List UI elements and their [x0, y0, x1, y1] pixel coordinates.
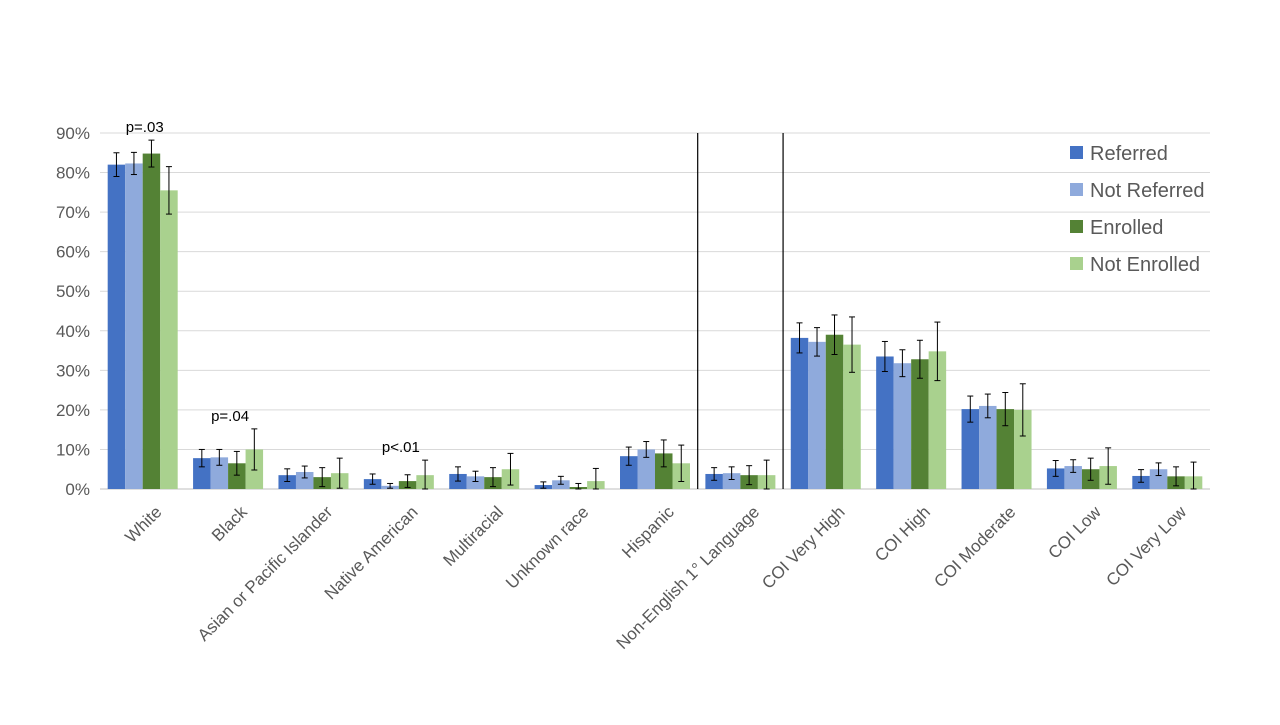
bar-referred-coi-low: [1046, 468, 1065, 489]
bar-referred-coi-very-high: [790, 337, 809, 489]
y-tick-label: 30%: [56, 361, 90, 380]
y-tick-label: 90%: [56, 124, 90, 143]
bar-not-referred-asian-or-pacific-islander: [295, 471, 314, 489]
legend-label-referred: Referred: [1090, 143, 1168, 165]
legend-swatch-enrolled: [1070, 220, 1083, 233]
x-category-label: Multiracial: [440, 502, 508, 570]
p-value-annotation: p=.04: [211, 408, 249, 425]
bar-enrolled-white: [142, 153, 161, 489]
bar-not-enrolled-white: [160, 190, 178, 489]
y-tick-label: 50%: [56, 282, 90, 301]
legend-label-not-referred: Not Referred: [1090, 180, 1205, 202]
x-category-label: Hispanic: [618, 502, 678, 562]
p-value-annotation: p<.01: [382, 439, 420, 456]
bar-enrolled-coi-moderate: [996, 409, 1015, 489]
bar-not-enrolled-coi-very-high: [843, 344, 861, 489]
x-category-label: COI Low: [1045, 502, 1106, 563]
legend-swatch-not-referred: [1070, 183, 1083, 196]
y-tick-label: 60%: [56, 243, 90, 262]
bar-not-referred-coi-low: [1064, 466, 1082, 489]
bar-not-referred-coi-very-low: [1149, 469, 1168, 489]
x-category-label: COI Very High: [758, 502, 848, 592]
x-category-label: Unknown race: [502, 502, 592, 592]
x-category-label: COI Very Low: [1103, 502, 1191, 590]
bar-referred-coi-moderate: [961, 409, 980, 489]
bar-referred-hispanic: [620, 456, 638, 489]
bar-enrolled-hispanic: [655, 453, 673, 489]
bar-referred-coi-high: [876, 356, 894, 489]
bar-not-referred-coi-moderate: [979, 405, 997, 489]
x-category-label: COI Moderate: [930, 502, 1019, 591]
y-tick-label: 10%: [56, 440, 90, 459]
bar-not-referred-black: [210, 457, 229, 489]
legend-swatch-not-enrolled: [1070, 257, 1083, 270]
y-tick-label: 20%: [56, 401, 90, 420]
bar-referred-asian-or-pacific-islander: [278, 475, 296, 489]
bar-referred-white: [107, 164, 126, 489]
bar-referred-black: [193, 458, 211, 489]
legend-label-enrolled: Enrolled: [1090, 217, 1163, 239]
legend-swatch-referred: [1070, 146, 1083, 159]
bar-not-enrolled-coi-moderate: [1014, 409, 1032, 489]
legend-label-not-enrolled: Not Enrolled: [1090, 254, 1200, 276]
bar-not-referred-coi-very-high: [808, 341, 826, 489]
y-tick-label: 0%: [65, 480, 90, 499]
x-category-label: Non-English 1° Language: [613, 502, 764, 653]
y-tick-label: 40%: [56, 322, 90, 341]
y-tick-label: 80%: [56, 164, 90, 183]
y-tick-label: 70%: [56, 203, 90, 222]
x-category-label: COI High: [871, 502, 934, 565]
bar-enrolled-coi-high: [911, 359, 929, 489]
x-category-label: Native American: [321, 502, 422, 603]
bar-enrolled-coi-very-high: [825, 334, 844, 489]
bar-referred-non-english-1-language: [705, 473, 723, 489]
p-value-annotation: p=.03: [126, 119, 164, 136]
bar-not-referred-coi-high: [893, 363, 912, 489]
bar-not-referred-hispanic: [637, 449, 655, 489]
bar-not-referred-multiracial: [466, 476, 485, 489]
bar-not-enrolled-coi-high: [928, 351, 947, 489]
x-category-label: White: [121, 502, 165, 546]
x-category-label: Black: [208, 502, 251, 545]
bar-not-referred-white: [125, 163, 143, 490]
bar-not-referred-non-english-1-language: [722, 473, 741, 489]
bar-enrolled-black: [228, 463, 246, 489]
